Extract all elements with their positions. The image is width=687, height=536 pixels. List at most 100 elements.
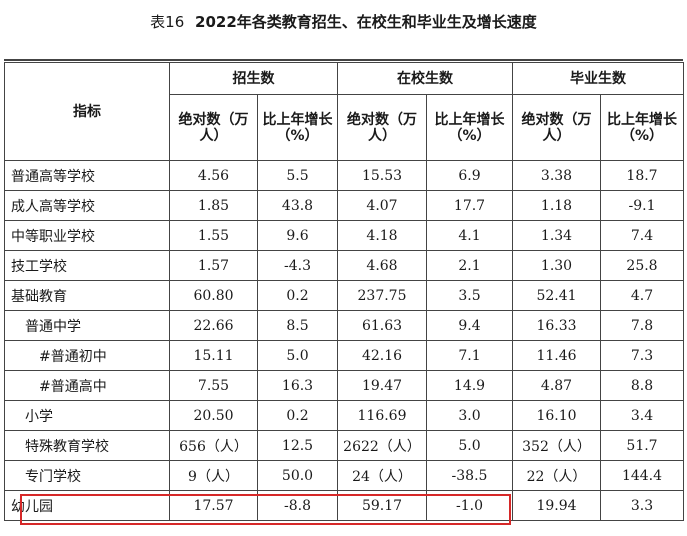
row-label: 技工学校 <box>4 250 170 281</box>
cell-absolute: 20.50 <box>169 400 258 431</box>
table-title-text: 2022年各类教育招生、在校生和毕业生及增长速度 <box>195 13 537 31</box>
cell-absolute: 4.87 <box>512 370 601 401</box>
cell-growth: 2.1 <box>426 250 513 281</box>
cell-absolute: 116.69 <box>337 400 427 431</box>
cell-absolute: 42.16 <box>337 340 427 371</box>
cell-absolute: 22.66 <box>169 310 258 341</box>
cell-absolute: 4.07 <box>337 190 427 221</box>
cell-absolute: 1.30 <box>512 250 601 281</box>
cell-growth: 3.5 <box>426 280 513 311</box>
cell-growth: 5.5 <box>257 160 338 191</box>
cell-absolute: 24（人） <box>337 460 427 491</box>
cell-absolute: 4.56 <box>169 160 258 191</box>
cell-growth: 14.9 <box>426 370 513 401</box>
row-label: 专门学校 <box>4 460 170 491</box>
table-row: 中等职业学校 1.55 9.6 4.18 4.1 1.34 7.4 <box>4 220 684 251</box>
cell-absolute: 52.41 <box>512 280 601 311</box>
cell-growth: -1.0 <box>426 490 513 521</box>
cell-absolute: 59.17 <box>337 490 427 521</box>
cell-absolute: 1.34 <box>512 220 601 251</box>
cell-growth: 17.7 <box>426 190 513 221</box>
cell-absolute: 15.53 <box>337 160 427 191</box>
cell-growth: -38.5 <box>426 460 513 491</box>
cell-growth: 25.8 <box>600 250 684 281</box>
table-row: 幼儿园 17.57 -8.8 59.17 -1.0 19.94 3.3 <box>4 490 684 521</box>
cell-absolute: 16.10 <box>512 400 601 431</box>
cell-absolute: 17.57 <box>169 490 258 521</box>
cell-growth: -8.8 <box>257 490 338 521</box>
cell-growth: 0.2 <box>257 280 338 311</box>
cell-growth: 5.0 <box>257 340 338 371</box>
cell-growth: -9.1 <box>600 190 684 221</box>
cell-growth: 43.8 <box>257 190 338 221</box>
cell-absolute: 15.11 <box>169 340 258 371</box>
row-label: #普通高中 <box>4 370 170 401</box>
header-indicator: 指标 <box>4 62 170 161</box>
table-row: 普通中学 22.66 8.5 61.63 9.4 16.33 7.8 <box>4 310 684 341</box>
row-label: 基础教育 <box>4 280 170 311</box>
cell-absolute: 9（人） <box>169 460 258 491</box>
cell-absolute: 60.80 <box>169 280 258 311</box>
cell-growth: 0.2 <box>257 400 338 431</box>
table-number: 表16 <box>150 13 185 31</box>
cell-absolute: 3.38 <box>512 160 601 191</box>
table-row: 普通高等学校 4.56 5.5 15.53 6.9 3.38 18.7 <box>4 160 684 191</box>
header-growth: 比上年增长（%） <box>600 94 684 161</box>
cell-growth: 7.8 <box>600 310 684 341</box>
row-label: 普通高等学校 <box>4 160 170 191</box>
row-label: #普通初中 <box>4 340 170 371</box>
cell-growth: 4.1 <box>426 220 513 251</box>
cell-growth: 9.6 <box>257 220 338 251</box>
cell-absolute: 16.33 <box>512 310 601 341</box>
cell-growth: 51.7 <box>600 430 684 461</box>
cell-absolute: 7.55 <box>169 370 258 401</box>
table-title: 表16 2022年各类教育招生、在校生和毕业生及增长速度 <box>0 11 687 32</box>
cell-absolute: 19.47 <box>337 370 427 401</box>
cell-growth: 16.3 <box>257 370 338 401</box>
header-abs: 绝对数（万人） <box>169 94 258 161</box>
cell-absolute: 1.85 <box>169 190 258 221</box>
header-group-in-school: 在校生数 <box>337 62 513 95</box>
cell-growth: 7.4 <box>600 220 684 251</box>
cell-growth: 12.5 <box>257 430 338 461</box>
cell-absolute: 656（人） <box>169 430 258 461</box>
header-growth: 比上年增长（%） <box>257 94 338 161</box>
cell-growth: 8.8 <box>600 370 684 401</box>
table-row: 特殊教育学校 656（人） 12.5 2622（人） 5.0 352（人） 51.7 <box>4 430 684 461</box>
cell-growth: 3.3 <box>600 490 684 521</box>
cell-absolute: 237.75 <box>337 280 427 311</box>
row-label: 特殊教育学校 <box>4 430 170 461</box>
table-row: 基础教育 60.80 0.2 237.75 3.5 52.41 4.7 <box>4 280 684 311</box>
header-growth: 比上年增长（%） <box>426 94 513 161</box>
cell-growth: 9.4 <box>426 310 513 341</box>
row-label: 成人高等学校 <box>4 190 170 221</box>
cell-growth: 3.0 <box>426 400 513 431</box>
header-group-enrollment: 招生数 <box>169 62 338 95</box>
table-row: #普通初中 15.11 5.0 42.16 7.1 11.46 7.3 <box>4 340 684 371</box>
cell-absolute: 61.63 <box>337 310 427 341</box>
data-table: 指标 招生数 在校生数 毕业生数 绝对数（万人） 比上年增长（%） 绝对数（万人… <box>4 62 684 521</box>
row-label: 小学 <box>4 400 170 431</box>
cell-absolute: 4.18 <box>337 220 427 251</box>
cell-growth: 7.3 <box>600 340 684 371</box>
cell-growth: 50.0 <box>257 460 338 491</box>
row-label: 幼儿园 <box>4 490 170 521</box>
cell-growth: 7.1 <box>426 340 513 371</box>
cell-absolute: 22（人） <box>512 460 601 491</box>
cell-growth: 5.0 <box>426 430 513 461</box>
top-rule <box>4 59 683 61</box>
cell-absolute: 1.55 <box>169 220 258 251</box>
cell-growth: 6.9 <box>426 160 513 191</box>
row-label: 中等职业学校 <box>4 220 170 251</box>
table-row: 技工学校 1.57 -4.3 4.68 2.1 1.30 25.8 <box>4 250 684 281</box>
cell-absolute: 1.57 <box>169 250 258 281</box>
cell-growth: 144.4 <box>600 460 684 491</box>
cell-absolute: 11.46 <box>512 340 601 371</box>
table-row: 成人高等学校 1.85 43.8 4.07 17.7 1.18 -9.1 <box>4 190 684 221</box>
table-row: 小学 20.50 0.2 116.69 3.0 16.10 3.4 <box>4 400 684 431</box>
cell-absolute: 19.94 <box>512 490 601 521</box>
row-label: 普通中学 <box>4 310 170 341</box>
cell-absolute: 2622（人） <box>337 430 427 461</box>
cell-growth: 18.7 <box>600 160 684 191</box>
cell-absolute: 1.18 <box>512 190 601 221</box>
